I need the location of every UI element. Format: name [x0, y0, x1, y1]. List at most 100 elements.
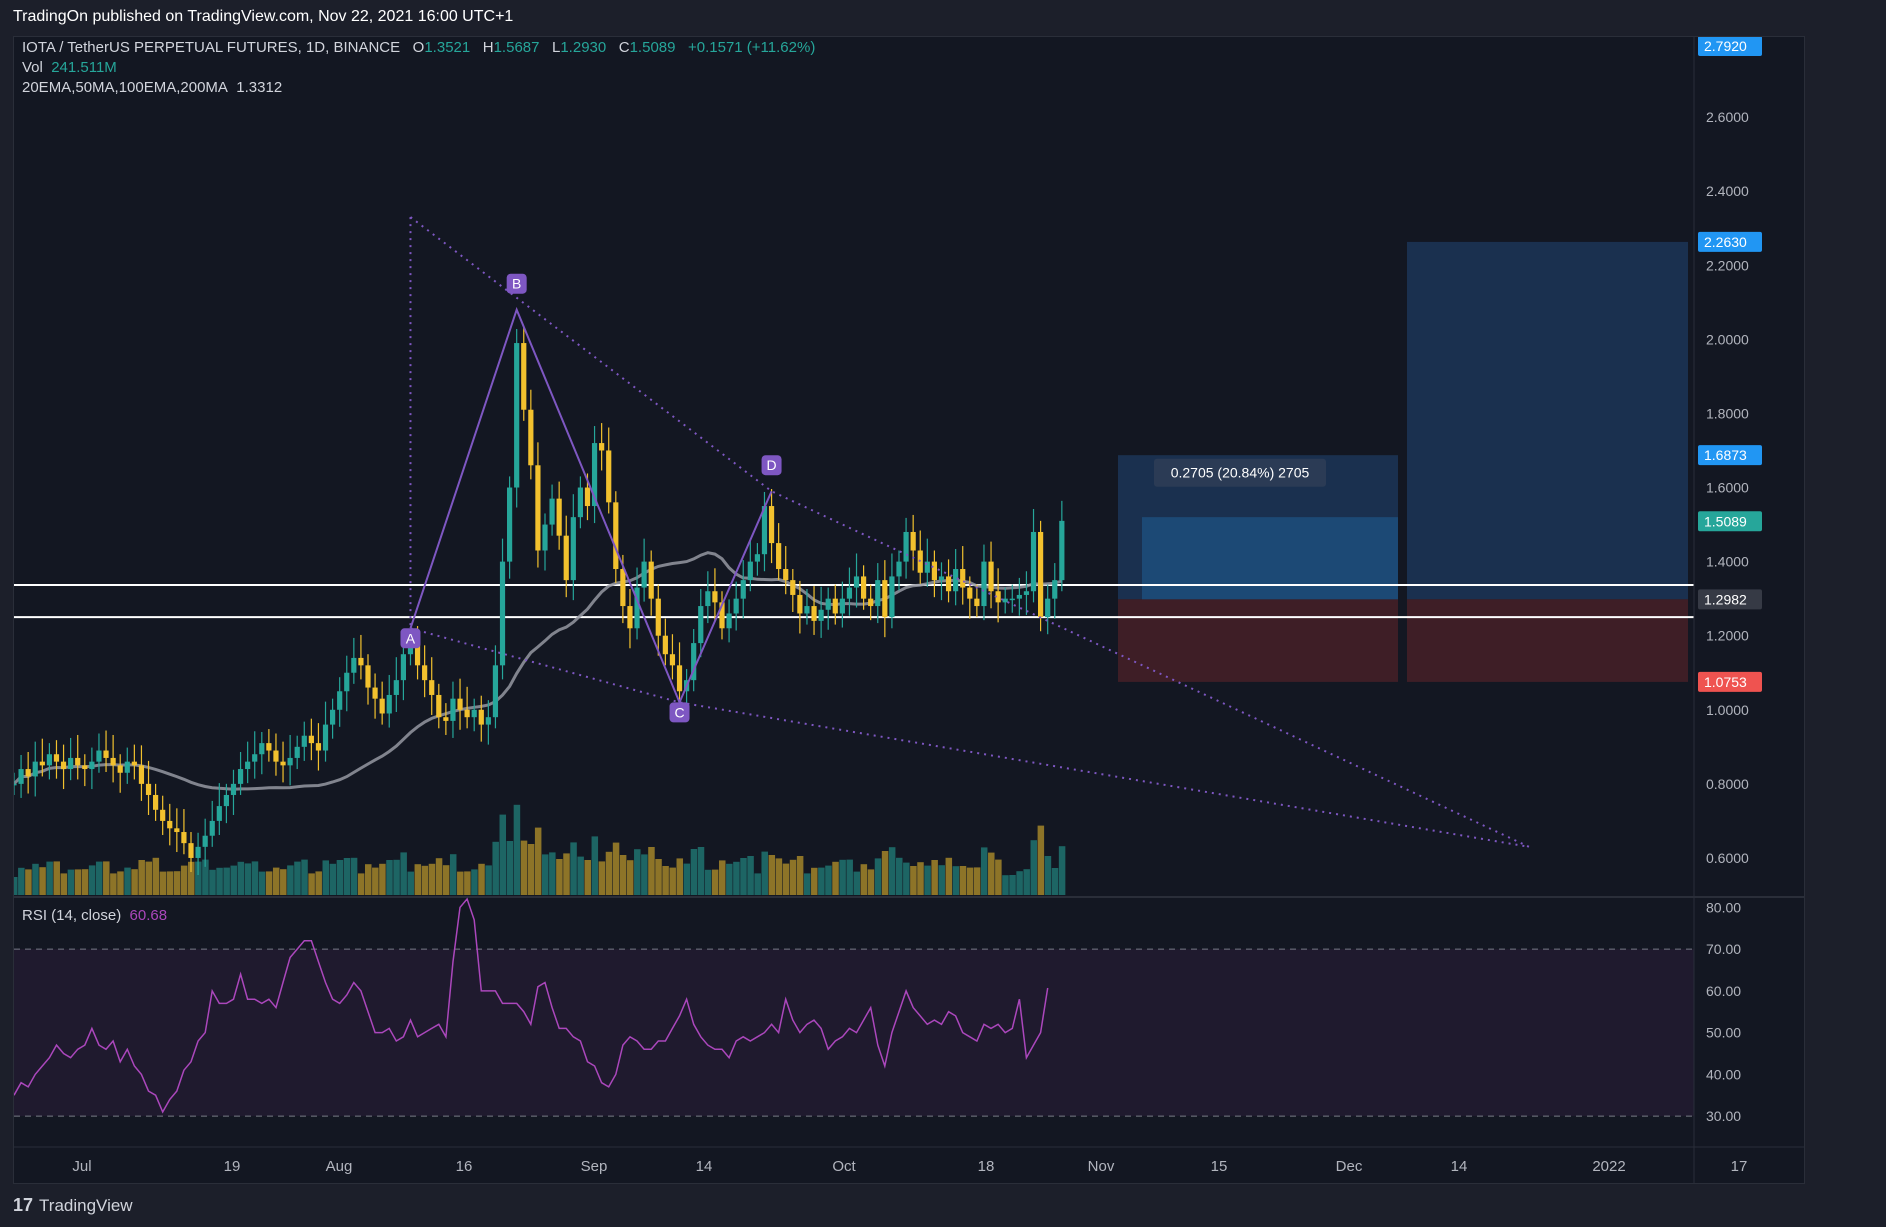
price-tick-label: 1.2000	[1706, 628, 1749, 644]
candle	[712, 568, 718, 623]
candle-body	[499, 561, 506, 666]
candle	[535, 442, 541, 568]
price-tag-label: 1.5089	[1704, 513, 1747, 529]
legend-ma-line: 20EMA,50MA,100EMA,200MA 1.3312	[22, 79, 282, 96]
candle-body	[1052, 580, 1058, 599]
footer-brand[interactable]: 17 TradingView	[13, 1195, 133, 1216]
candle-body	[322, 724, 329, 751]
volume-bar	[272, 867, 280, 895]
candle-body	[811, 606, 817, 621]
price-tag	[1698, 37, 1762, 56]
price-tick-label: 1.4000	[1706, 554, 1749, 570]
candle	[237, 752, 244, 795]
volume-bar	[237, 861, 245, 895]
candle-body	[754, 554, 760, 562]
candle-body	[556, 498, 562, 536]
volume-bar	[230, 865, 237, 895]
rsi-tick-label: 80.00	[1706, 899, 1741, 915]
volume-bar	[945, 857, 953, 895]
candle	[1045, 584, 1051, 635]
candle	[832, 584, 838, 625]
legend-vol-label: Vol	[22, 59, 43, 76]
candle-body	[719, 602, 725, 629]
volume-bar	[294, 861, 301, 895]
candle	[266, 729, 272, 762]
candle	[216, 783, 222, 835]
candle	[252, 731, 258, 779]
volume-bar	[853, 871, 861, 895]
candle-body	[216, 806, 222, 821]
volume-bar	[435, 858, 443, 895]
chart-svg[interactable]: A B C D 0.2705 (20.84%) 2705 0.6000 0.8000 1.0…	[14, 37, 1804, 1183]
candle	[230, 769, 237, 815]
candle	[32, 741, 38, 797]
candle-body	[223, 794, 229, 807]
volume-bar	[32, 863, 39, 895]
candle	[138, 745, 145, 801]
volume-bar	[308, 873, 315, 895]
volume-bar	[931, 860, 938, 895]
candle-body	[599, 443, 605, 451]
candle	[393, 657, 399, 713]
volume-bar	[124, 867, 131, 895]
legend-high-label: H	[482, 39, 494, 56]
candle	[351, 637, 357, 684]
candle-body	[68, 757, 74, 770]
volume-bar	[917, 862, 924, 895]
volume-bar	[874, 858, 882, 895]
candle-body	[117, 765, 123, 773]
candle-body	[988, 561, 994, 592]
rsi-tick-label: 40.00	[1706, 1066, 1741, 1082]
candle	[443, 703, 449, 735]
pattern-point-badge	[669, 702, 690, 723]
volume-bar	[188, 861, 195, 895]
candle	[676, 642, 683, 709]
volume-bar	[478, 863, 485, 895]
candle	[1052, 563, 1058, 619]
candle	[259, 732, 265, 775]
legend-high: 1.5687	[493, 39, 540, 56]
candle-body	[584, 487, 591, 507]
legend-ma-value: 1.3312	[236, 79, 283, 96]
candle	[478, 695, 484, 742]
volume-bar	[733, 861, 740, 895]
volume-bar	[103, 861, 110, 895]
candle	[68, 737, 74, 781]
candle-body	[790, 580, 796, 595]
candle-body	[252, 754, 258, 762]
candle-body	[910, 531, 916, 551]
candle	[1059, 500, 1065, 592]
volume-bar	[697, 847, 705, 895]
volume-bar	[988, 852, 995, 895]
rsi-tick-label: 30.00	[1706, 1108, 1741, 1124]
volume-bar	[53, 861, 60, 895]
legend-rsi-line: RSI (14, close) 60.68	[22, 907, 167, 924]
volume-bar	[18, 867, 25, 895]
price-tick-label: 2.0000	[1706, 331, 1749, 347]
legend-close: 1.5089	[629, 39, 676, 56]
candle	[740, 560, 746, 619]
candle-body	[18, 769, 24, 784]
candle	[931, 550, 937, 598]
chart-area[interactable]: A B C D 0.2705 (20.84%) 2705 0.6000 0.8000 1.0…	[13, 36, 1805, 1184]
candle	[60, 744, 67, 790]
candle-body	[358, 657, 364, 666]
candle-body	[386, 694, 392, 714]
volume-bar	[315, 871, 322, 895]
candle	[301, 721, 307, 761]
candle	[662, 618, 668, 666]
candle-body	[804, 606, 810, 614]
candle-body	[259, 743, 265, 755]
candle-body	[606, 450, 612, 503]
candle	[549, 484, 555, 536]
time-tick-label: 14	[1451, 1158, 1468, 1175]
volume-bar	[903, 862, 910, 895]
candle	[995, 568, 1001, 623]
pattern-point-label: D	[766, 457, 776, 473]
volume-bar	[549, 852, 556, 895]
candle	[754, 543, 760, 576]
price-tag	[1698, 231, 1762, 252]
candle-body	[1030, 531, 1037, 592]
volume-bar	[471, 869, 478, 895]
candle	[18, 754, 24, 798]
